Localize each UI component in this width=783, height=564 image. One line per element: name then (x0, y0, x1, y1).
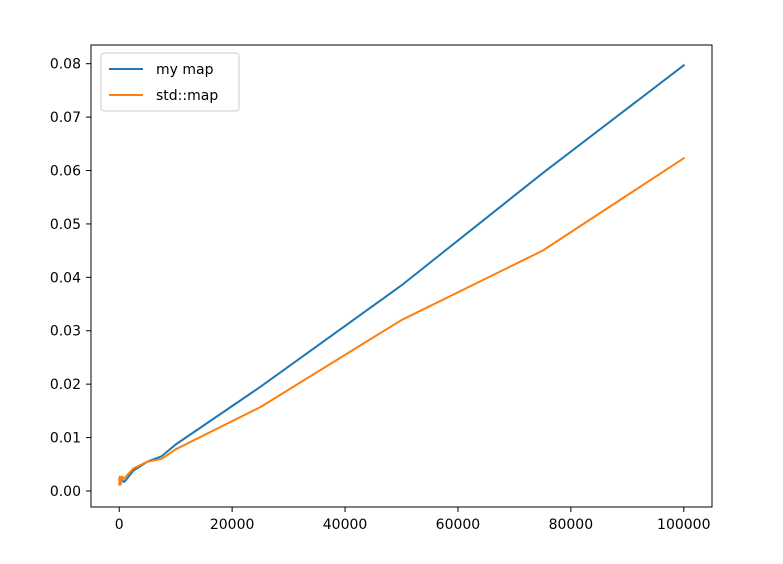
y-tick-label: 0.08 (50, 57, 81, 73)
y-tick-label: 0.04 (50, 270, 81, 286)
legend: my map std::map (100, 52, 240, 112)
plot-frame (90, 44, 713, 508)
y-tick-label: 0.06 (50, 164, 81, 180)
series-line-std-map (118, 156, 686, 486)
x-axis: 0 20000 40000 60000 80000 100000 (115, 507, 710, 533)
y-tick-label: 0.00 (50, 484, 81, 500)
legend-label-my-map: my map (156, 62, 214, 78)
x-tick-label: 80000 (549, 517, 594, 533)
x-tick-label: 40000 (323, 517, 368, 533)
x-tick-label: 100000 (657, 517, 710, 533)
y-tick-label: 0.03 (50, 324, 81, 340)
legend-label-std-map: std::map (156, 88, 218, 104)
plot-lines (118, 63, 686, 486)
y-tick-label: 0.07 (50, 110, 81, 126)
x-tick-label: 60000 (436, 517, 481, 533)
legend-box (100, 52, 240, 112)
y-tick-label: 0.05 (50, 217, 81, 233)
x-tick-label: 0 (115, 517, 124, 533)
y-axis: 0.00 0.01 0.02 0.03 0.04 0.05 0.06 0.07 0.08 (50, 57, 91, 500)
y-tick-label: 0.01 (50, 431, 81, 447)
x-tick-label: 20000 (210, 517, 255, 533)
y-tick-label: 0.02 (50, 377, 81, 393)
